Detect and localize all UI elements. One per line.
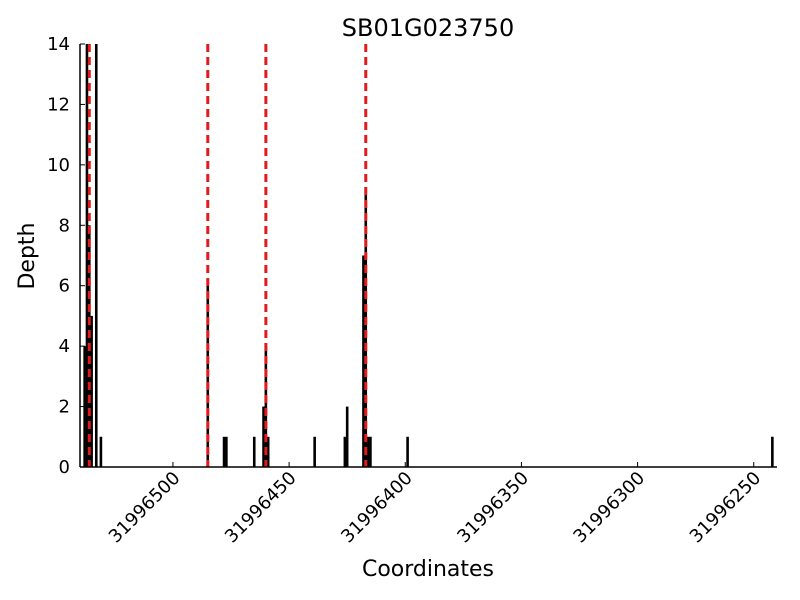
y-tick-label: 4 — [59, 336, 70, 357]
depth-bar — [225, 436, 228, 467]
y-tick-label: 12 — [47, 94, 70, 115]
chart-title: SB01G023750 — [342, 14, 514, 42]
depth-bar — [94, 44, 98, 467]
x-tick-label: 31996300 — [569, 468, 649, 548]
depth-bar — [264, 346, 268, 467]
y-tick-label: 6 — [59, 276, 70, 297]
x-tick-label: 31996350 — [453, 468, 533, 548]
x-tick-label: 31996450 — [221, 468, 301, 548]
depth-bar — [366, 436, 370, 467]
depth-bar — [369, 436, 372, 467]
depth-bar — [90, 315, 93, 467]
depth-bar — [252, 436, 256, 467]
y-tick-label: 2 — [59, 397, 70, 418]
x-axis-ticks: 31996500 31996450 31996400 31996350 31996300… — [105, 462, 765, 547]
x-tick-label: 31996400 — [337, 468, 417, 548]
y-axis-ticks: 0 2 4 6 8 10 12 14 — [47, 34, 85, 478]
x-tick-label: 31996500 — [105, 468, 185, 548]
y-tick-label: 8 — [59, 215, 70, 236]
depth-bar — [771, 436, 774, 467]
y-axis-label: Depth — [15, 222, 40, 289]
y-tick-label: 10 — [47, 155, 70, 176]
plot-area — [83, 44, 774, 468]
x-tick-label: 31996250 — [686, 468, 766, 548]
depth-bar — [85, 44, 89, 467]
depth-bar — [313, 436, 316, 467]
depth-bar — [222, 436, 226, 467]
depth-bar — [99, 436, 103, 467]
y-tick-label: 0 — [59, 457, 70, 478]
y-tick-label: 14 — [47, 34, 70, 55]
depth-bar — [345, 406, 349, 467]
depth-bar — [406, 436, 409, 467]
x-axis-label: Coordinates — [362, 557, 494, 582]
depth-bar — [343, 436, 347, 467]
depth-bar — [262, 406, 265, 467]
depth-bar — [266, 436, 270, 467]
depth-bar — [362, 255, 365, 467]
